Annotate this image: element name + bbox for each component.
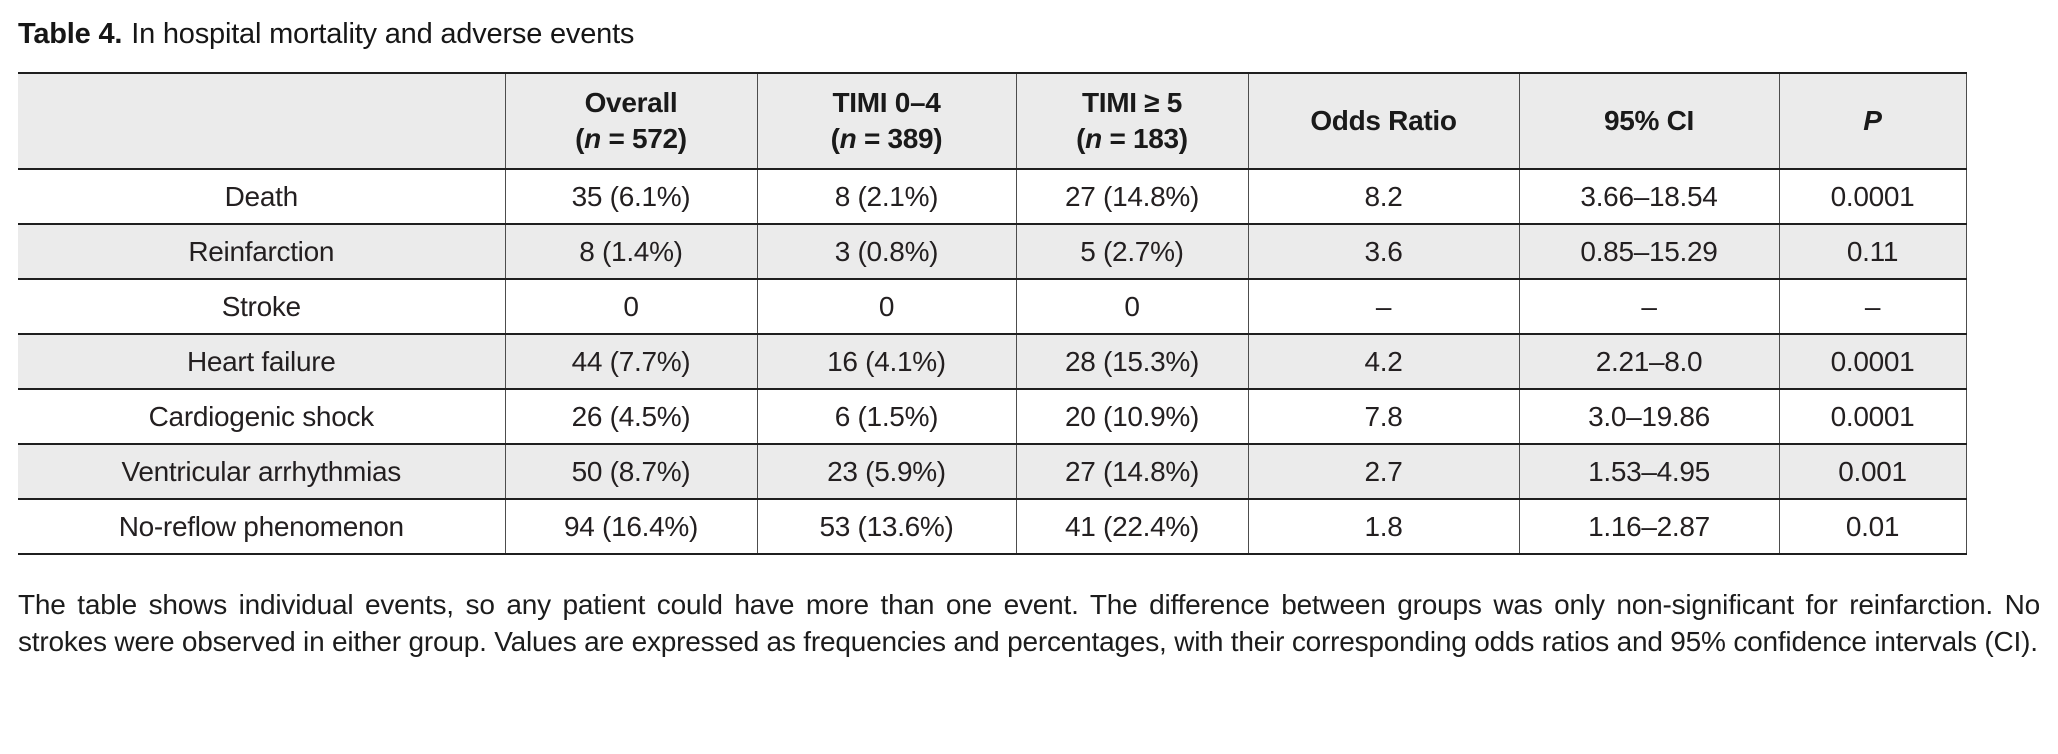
table-footnote: The table shows individual events, so an… [18,589,2040,657]
col-header-overall: Overall (n = 572) [504,73,757,170]
cell-odds-ratio: 2.7 [1247,444,1519,500]
cell-95-ci: 1.53–4.95 [1518,444,1779,500]
cell-overall: 94 (16.4%) [504,499,757,555]
table-row: Reinfarction 8 (1.4%) 3 (0.8%) 5 (2.7%) … [18,224,1967,280]
cell-95-ci: 3.0–19.86 [1518,389,1779,445]
cell-95-ci: – [1518,279,1779,335]
cell-p-value: – [1778,279,1967,335]
col-header-odds-ratio: Odds Ratio [1247,73,1519,170]
mortality-adverse-events-table: Overall (n = 572) TIMI 0–4 (n = 389) TIM… [18,72,1967,555]
table-header: Overall (n = 572) TIMI 0–4 (n = 389) TIM… [18,73,1967,170]
cell-timi-0-4: 53 (13.6%) [756,499,1016,555]
cell-odds-ratio: 1.8 [1247,499,1519,555]
cell-95-ci: 2.21–8.0 [1518,334,1779,390]
cell-95-ci: 3.66–18.54 [1518,169,1779,225]
table-row: No-reflow phenomenon 94 (16.4%) 53 (13.6… [18,499,1967,555]
col-header-event [18,73,505,170]
cell-timi-ge-5: 28 (15.3%) [1015,334,1248,390]
cell-odds-ratio: 8.2 [1247,169,1519,225]
row-label: Ventricular arrhythmias [18,444,505,500]
cell-timi-ge-5: 27 (14.8%) [1015,444,1248,500]
cell-overall: 0 [504,279,757,335]
cell-overall: 50 (8.7%) [504,444,757,500]
table-row: Cardiogenic shock 26 (4.5%) 6 (1.5%) 20 … [18,389,1967,445]
timi-0-4-n-count: (n = 389) [830,123,943,154]
cell-timi-ge-5: 0 [1015,279,1248,335]
col-header-p-value: P [1778,73,1967,170]
row-label: Death [18,169,505,225]
table-number-label: Table 4. [18,18,123,50]
col-header-timi-0-4: TIMI 0–4 (n = 389) [756,73,1016,170]
cell-95-ci: 1.16–2.87 [1518,499,1779,555]
cell-odds-ratio: 7.8 [1247,389,1519,445]
cell-odds-ratio: – [1247,279,1519,335]
cell-timi-0-4: 0 [756,279,1016,335]
cell-p-value: 0.0001 [1778,334,1967,390]
cell-overall: 8 (1.4%) [504,224,757,280]
table-body: Death 35 (6.1%) 8 (2.1%) 27 (14.8%) 8.2 … [18,169,1967,555]
page-title: Table 4. In hospital mortality and advers… [18,18,2040,51]
cell-timi-0-4: 6 (1.5%) [756,389,1016,445]
table-row: Death 35 (6.1%) 8 (2.1%) 27 (14.8%) 8.2 … [18,169,1967,225]
cell-odds-ratio: 3.6 [1247,224,1519,280]
cell-timi-0-4: 8 (2.1%) [756,169,1016,225]
row-label: Heart failure [18,334,505,390]
table-row: Stroke 0 0 0 – – – [18,279,1967,335]
row-label: Stroke [18,279,505,335]
cell-95-ci: 0.85–15.29 [1518,224,1779,280]
col-header-95-ci: 95% CI [1518,73,1779,170]
cell-timi-0-4: 23 (5.9%) [756,444,1016,500]
cell-p-value: 0.0001 [1778,389,1967,445]
cell-p-value: 0.01 [1778,499,1967,555]
col-header-timi-ge-5: TIMI ≥ 5 (n = 183) [1015,73,1248,170]
cell-p-value: 0.11 [1778,224,1967,280]
cell-timi-ge-5: 20 (10.9%) [1015,389,1248,445]
row-label: Reinfarction [18,224,505,280]
cell-timi-ge-5: 27 (14.8%) [1015,169,1248,225]
overall-n-count: (n = 572) [575,123,687,154]
cell-odds-ratio: 4.2 [1247,334,1519,390]
table-row: Ventricular arrhythmias 50 (8.7%) 23 (5.… [18,444,1967,500]
cell-overall: 26 (4.5%) [504,389,757,445]
cell-p-value: 0.0001 [1778,169,1967,225]
timi-ge-5-n-count: (n = 183) [1076,123,1188,154]
cell-timi-ge-5: 5 (2.7%) [1015,224,1248,280]
cell-timi-0-4: 16 (4.1%) [756,334,1016,390]
page: Table 4. In hospital mortality and advers… [18,18,2040,657]
row-label: No-reflow phenomenon [18,499,505,555]
table-title-text: In hospital mortality and adverse events [131,18,635,50]
header-row: Overall (n = 572) TIMI 0–4 (n = 389) TIM… [18,73,1967,170]
cell-overall: 35 (6.1%) [504,169,757,225]
cell-timi-0-4: 3 (0.8%) [756,224,1016,280]
table-row: Heart failure 44 (7.7%) 16 (4.1%) 28 (15… [18,334,1967,390]
row-label: Cardiogenic shock [18,389,505,445]
cell-overall: 44 (7.7%) [504,334,757,390]
cell-p-value: 0.001 [1778,444,1967,500]
cell-timi-ge-5: 41 (22.4%) [1015,499,1248,555]
